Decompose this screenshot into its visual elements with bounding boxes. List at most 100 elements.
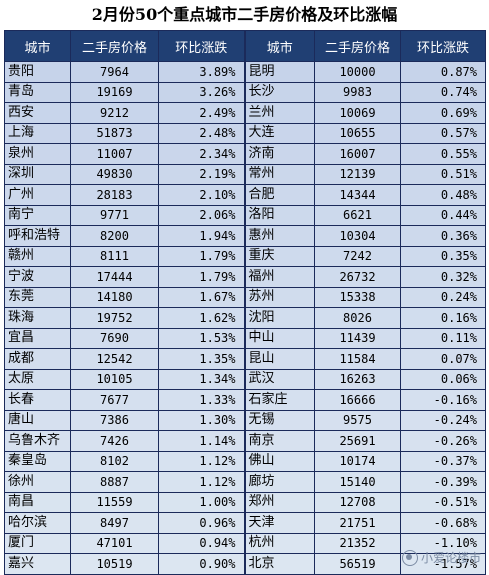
change-cell: 0.51% xyxy=(400,163,486,185)
city-cell: 东莞 xyxy=(4,286,71,308)
city-cell: 唐山 xyxy=(4,409,71,431)
price-cell: 12542 xyxy=(70,348,159,370)
city-cell: 厦门 xyxy=(4,532,71,554)
city-cell: 郑州 xyxy=(243,491,315,513)
change-cell: -0.39% xyxy=(400,471,486,493)
city-cell: 泉州 xyxy=(4,143,71,165)
price-cell: 28183 xyxy=(70,184,159,206)
city-cell: 青岛 xyxy=(4,81,71,103)
price-cell: 8497 xyxy=(70,512,159,534)
city-cell: 哈尔滨 xyxy=(4,512,71,534)
price-table: 城市 二手房价格 环比涨跌 城市 二手房价格 环比涨跌 贵阳 7964 3.89% 昆… xyxy=(4,30,486,575)
price-cell: 17444 xyxy=(70,266,159,288)
table-row: 哈尔滨 8497 0.96% 天津 21751 -0.68% xyxy=(4,512,486,534)
price-cell: 11584 xyxy=(314,348,401,370)
city-cell: 杭州 xyxy=(243,532,315,554)
change-cell: 0.06% xyxy=(400,368,486,390)
price-cell: 12139 xyxy=(314,163,401,185)
price-cell: 15338 xyxy=(314,286,401,308)
city-cell: 常州 xyxy=(243,163,315,185)
change-cell: 0.32% xyxy=(400,266,486,288)
change-cell: 2.49% xyxy=(158,102,245,124)
city-cell: 济南 xyxy=(243,143,315,165)
table-row: 唐山 7386 1.30% 无锡 9575 -0.24% xyxy=(4,409,486,431)
change-cell: 0.90% xyxy=(158,553,245,575)
change-cell: 1.35% xyxy=(158,348,245,370)
change-cell: 1.33% xyxy=(158,389,245,411)
city-cell: 宜昌 xyxy=(4,327,71,349)
city-cell: 无锡 xyxy=(243,409,315,431)
header-city: 城市 xyxy=(4,30,71,62)
change-cell: 0.11% xyxy=(400,327,486,349)
change-cell: 2.06% xyxy=(158,204,245,226)
price-cell: 16263 xyxy=(314,368,401,390)
table-row: 上海 51873 2.48% 大连 10655 0.57% xyxy=(4,122,486,144)
change-cell: 1.67% xyxy=(158,286,245,308)
wechat-icon xyxy=(401,549,418,566)
watermark: 小爱论楼市 xyxy=(401,549,481,566)
price-cell: 14344 xyxy=(314,184,401,206)
price-cell: 12708 xyxy=(314,491,401,513)
city-cell: 合肥 xyxy=(243,184,315,206)
table-row: 徐州 8887 1.12% 廊坊 15140 -0.39% xyxy=(4,471,486,493)
city-cell: 廊坊 xyxy=(243,471,315,493)
price-cell: 15140 xyxy=(314,471,401,493)
city-cell: 乌鲁木齐 xyxy=(4,430,71,452)
price-cell: 7426 xyxy=(70,430,159,452)
price-cell: 10069 xyxy=(314,102,401,124)
price-cell: 10304 xyxy=(314,225,401,247)
price-cell: 7242 xyxy=(314,245,401,267)
table-row: 赣州 8111 1.79% 重庆 7242 0.35% xyxy=(4,245,486,267)
change-cell: 2.10% xyxy=(158,184,245,206)
price-cell: 56519 xyxy=(314,553,401,575)
change-cell: -1.10% xyxy=(400,532,486,554)
header-change: 环比涨跌 xyxy=(400,30,486,62)
price-cell: 7964 xyxy=(70,61,159,83)
price-cell: 7677 xyxy=(70,389,159,411)
city-cell: 长春 xyxy=(4,389,71,411)
price-cell: 16007 xyxy=(314,143,401,165)
table-row: 青岛 19169 3.26% 长沙 9983 0.74% xyxy=(4,81,486,103)
change-cell: 0.35% xyxy=(400,245,486,267)
city-cell: 福州 xyxy=(243,266,315,288)
table-row: 宜昌 7690 1.53% 中山 11439 0.11% xyxy=(4,327,486,349)
header-price: 二手房价格 xyxy=(70,30,159,62)
city-cell: 贵阳 xyxy=(4,61,71,83)
table-row: 秦皇岛 8102 1.12% 佛山 10174 -0.37% xyxy=(4,450,486,472)
change-cell: -0.68% xyxy=(400,512,486,534)
price-cell: 10519 xyxy=(70,553,159,575)
city-cell: 南宁 xyxy=(4,204,71,226)
price-cell: 21352 xyxy=(314,532,401,554)
price-cell: 49830 xyxy=(70,163,159,185)
price-cell: 10105 xyxy=(70,368,159,390)
watermark-text: 小爱论楼市 xyxy=(420,551,481,565)
city-cell: 南京 xyxy=(243,430,315,452)
price-cell: 51873 xyxy=(70,122,159,144)
change-cell: 1.79% xyxy=(158,266,245,288)
table-row: 嘉兴 10519 0.90% 北京 56519 -1.57% xyxy=(4,553,486,575)
change-cell: 2.48% xyxy=(158,122,245,144)
price-cell: 11559 xyxy=(70,491,159,513)
change-cell: 0.96% xyxy=(158,512,245,534)
table-row: 太原 10105 1.34% 武汉 16263 0.06% xyxy=(4,368,486,390)
price-cell: 6621 xyxy=(314,204,401,226)
price-cell: 8026 xyxy=(314,307,401,329)
change-cell: 0.16% xyxy=(400,307,486,329)
city-cell: 洛阳 xyxy=(243,204,315,226)
change-cell: 0.55% xyxy=(400,143,486,165)
city-cell: 宁波 xyxy=(4,266,71,288)
city-cell: 中山 xyxy=(243,327,315,349)
price-cell: 19752 xyxy=(70,307,159,329)
change-cell: -0.37% xyxy=(400,450,486,472)
change-cell: 2.34% xyxy=(158,143,245,165)
change-cell: 0.07% xyxy=(400,348,486,370)
table-row: 乌鲁木齐 7426 1.14% 南京 25691 -0.26% xyxy=(4,430,486,452)
table-row: 厦门 47101 0.94% 杭州 21352 -1.10% xyxy=(4,532,486,554)
table-row: 深圳 49830 2.19% 常州 12139 0.51% xyxy=(4,163,486,185)
price-cell: 16666 xyxy=(314,389,401,411)
change-cell: -0.26% xyxy=(400,430,486,452)
change-cell: 1.12% xyxy=(158,450,245,472)
table-row: 贵阳 7964 3.89% 昆明 10000 0.87% xyxy=(4,61,486,83)
city-cell: 徐州 xyxy=(4,471,71,493)
change-cell: 0.57% xyxy=(400,122,486,144)
